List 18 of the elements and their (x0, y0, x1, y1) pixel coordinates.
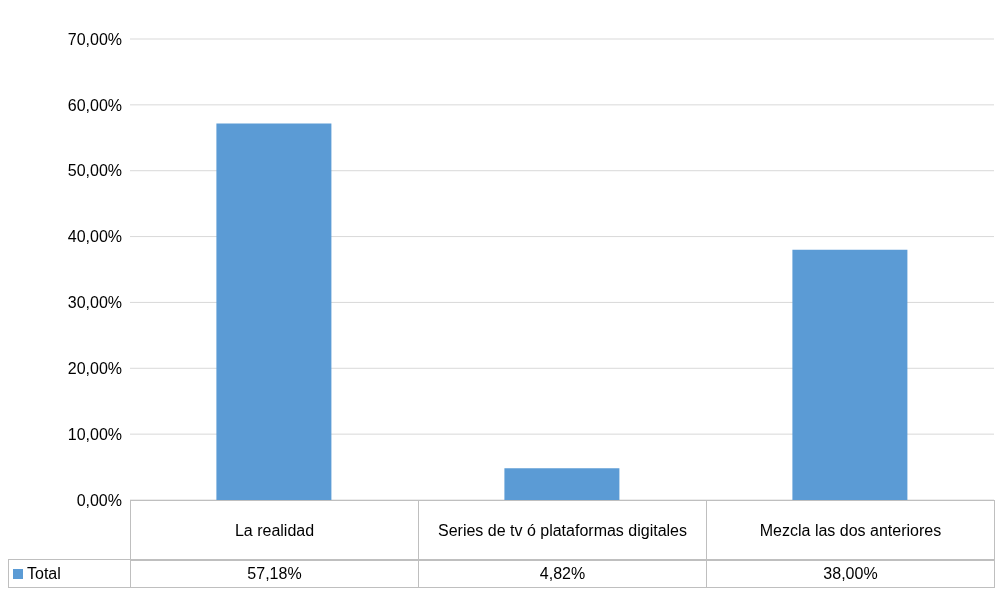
data-label: 38,00% (706, 559, 995, 588)
y-tick-label: 30,00% (67, 294, 122, 312)
bar (504, 468, 620, 500)
data-label: 4,82% (418, 559, 707, 588)
y-tick-label: 0,00% (76, 491, 122, 509)
x-tick-label: Mezcla las dos anteriores (706, 500, 995, 561)
x-tick-label: Series de tv ó plataformas digitales (418, 500, 707, 561)
y-tick-label: 10,00% (67, 425, 122, 443)
y-tick-label: 70,00% (67, 30, 122, 48)
y-tick-label: 60,00% (67, 96, 122, 114)
bar (792, 249, 908, 500)
y-tick-label: 20,00% (67, 359, 122, 377)
bar (216, 123, 332, 500)
legend-label: Total (27, 564, 61, 583)
y-tick-label: 50,00% (67, 162, 122, 180)
x-tick-label: La realidad (130, 500, 419, 561)
y-tick-label: 40,00% (67, 228, 122, 246)
data-label: 57,18% (130, 559, 419, 588)
